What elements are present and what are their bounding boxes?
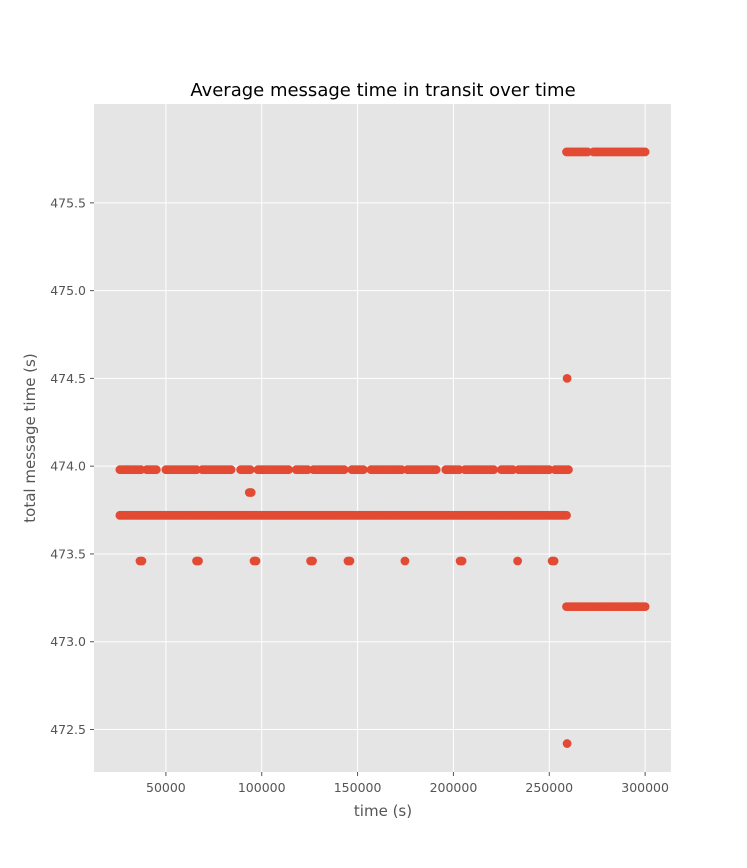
x-tick-label: 200000 bbox=[430, 780, 478, 795]
x-tick-label: 50000 bbox=[146, 780, 186, 795]
y-axis-ticks: 472.5 473.0 473.5 474.0 474.5 475.0 475.5 bbox=[50, 195, 94, 737]
data-point bbox=[562, 373, 572, 383]
data-point bbox=[308, 556, 317, 566]
data-point bbox=[513, 556, 523, 566]
plot-area bbox=[94, 104, 671, 772]
x-axis-ticks: 50000 100000 150000 200000 250000 300000 bbox=[146, 772, 669, 795]
y-tick-label: 474.0 bbox=[50, 459, 86, 474]
data-point bbox=[284, 465, 293, 475]
x-tick-label: 300000 bbox=[621, 780, 669, 795]
data-point bbox=[194, 556, 203, 566]
data-point bbox=[431, 465, 441, 475]
data-point bbox=[339, 465, 349, 475]
data-point bbox=[562, 739, 572, 748]
data-point bbox=[549, 556, 559, 566]
data-point bbox=[345, 556, 355, 566]
data-point bbox=[640, 147, 650, 157]
data-point bbox=[562, 510, 571, 520]
x-tick-label: 100000 bbox=[238, 780, 286, 795]
y-tick-label: 475.5 bbox=[50, 195, 86, 210]
data-point bbox=[226, 465, 236, 475]
y-tick-label: 472.5 bbox=[50, 722, 86, 737]
x-tick-label: 250000 bbox=[525, 780, 573, 795]
data-point bbox=[246, 488, 256, 497]
x-tick-label: 150000 bbox=[334, 780, 382, 795]
data-point bbox=[137, 556, 147, 566]
data-point bbox=[151, 465, 161, 475]
y-tick-label: 473.5 bbox=[50, 546, 86, 561]
chart-title: Average message time in transit over tim… bbox=[190, 80, 575, 101]
data-point bbox=[489, 465, 499, 475]
data-point bbox=[564, 465, 573, 475]
y-axis-label: total message time (s) bbox=[21, 353, 39, 522]
y-tick-label: 474.5 bbox=[50, 371, 86, 386]
data-points bbox=[115, 147, 650, 748]
y-tick-label: 475.0 bbox=[50, 283, 86, 298]
data-point bbox=[457, 556, 467, 566]
y-tick-label: 473.0 bbox=[50, 634, 86, 649]
data-point bbox=[400, 556, 410, 566]
x-axis-label: time (s) bbox=[354, 802, 412, 820]
data-point bbox=[358, 465, 368, 475]
data-point bbox=[640, 602, 650, 612]
data-point bbox=[245, 465, 255, 475]
data-point bbox=[251, 556, 261, 566]
